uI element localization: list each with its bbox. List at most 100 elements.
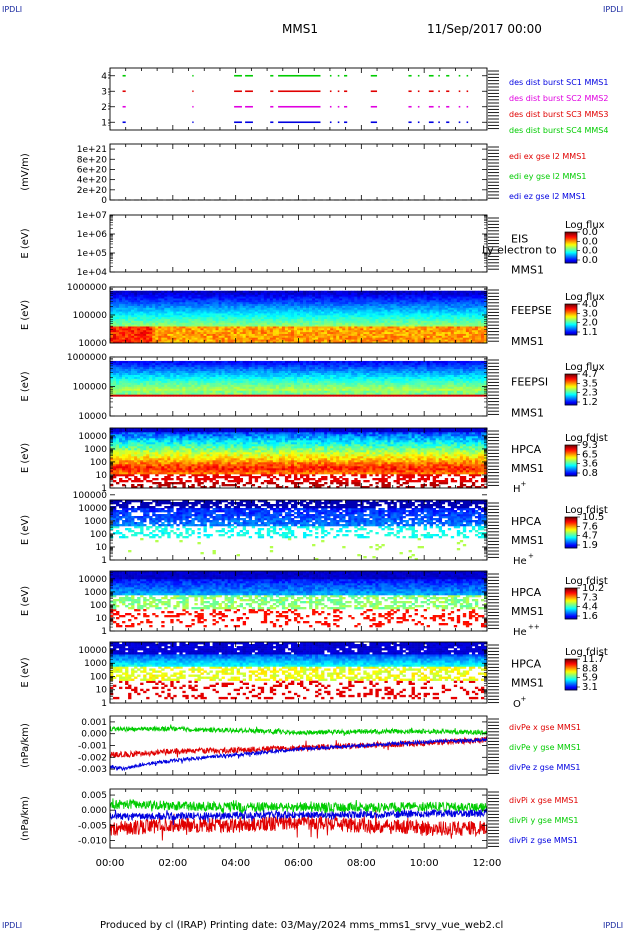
heatmap-cell bbox=[182, 360, 186, 364]
heatmap-cell bbox=[182, 324, 186, 327]
heatmap-cell bbox=[296, 335, 301, 338]
heatmap-cell bbox=[155, 360, 159, 364]
heatmap-cell bbox=[378, 341, 382, 344]
heatmap-cell bbox=[363, 326, 367, 329]
heatmap-cell bbox=[191, 318, 195, 321]
heatmap-cell bbox=[167, 326, 171, 329]
heatmap-cell bbox=[387, 307, 391, 310]
heatmap-cell bbox=[315, 309, 319, 312]
heatmap-cell bbox=[188, 388, 192, 391]
heatmap-cell bbox=[257, 322, 262, 325]
heatmap-cell bbox=[420, 337, 424, 340]
heatmap-cell bbox=[348, 324, 352, 327]
heatmap-cell bbox=[173, 324, 177, 327]
heatmap-cell bbox=[230, 320, 234, 323]
heatmap-cell bbox=[110, 378, 114, 381]
heatmap-cell bbox=[402, 307, 406, 310]
heatmap-cell bbox=[342, 324, 346, 327]
heatmap-cell bbox=[281, 341, 286, 344]
heatmap-cell bbox=[137, 341, 141, 344]
heatmap-cell bbox=[239, 320, 244, 323]
heatmap-cell bbox=[483, 331, 488, 334]
heatmap-cell bbox=[290, 378, 295, 381]
heatmap-cell bbox=[191, 313, 195, 316]
heatmap-cell bbox=[215, 298, 219, 301]
heatmap-cell bbox=[260, 294, 265, 297]
heatmap-cell bbox=[351, 322, 355, 325]
heatmap-cell bbox=[152, 386, 156, 389]
heatmap-cell bbox=[188, 362, 192, 366]
heatmap-cell bbox=[417, 328, 421, 331]
heatmap-cell bbox=[423, 335, 427, 338]
heatmap-cell bbox=[296, 380, 301, 383]
heatmap-cell bbox=[303, 341, 307, 344]
heatmap-cell bbox=[203, 316, 207, 320]
heatmap-cell bbox=[381, 316, 385, 320]
heatmap-cell bbox=[254, 388, 259, 391]
heatmap-cell bbox=[345, 315, 349, 318]
heatmap-cell bbox=[110, 382, 114, 385]
heatmap-cell bbox=[239, 374, 244, 377]
heatmap-cell bbox=[459, 341, 464, 344]
heatmap-cell bbox=[146, 384, 150, 387]
heatmap-cell bbox=[435, 309, 440, 312]
heatmap-cell bbox=[245, 320, 250, 323]
heatmap-cell bbox=[212, 326, 216, 329]
heatmap-cell bbox=[453, 290, 458, 293]
heatmap-cell bbox=[140, 366, 144, 370]
heatmap-cell bbox=[140, 292, 144, 295]
heatmap-cell bbox=[239, 318, 244, 321]
heatmap-cell bbox=[194, 313, 198, 316]
heatmap-cell bbox=[450, 307, 455, 310]
heatmap-cell bbox=[161, 320, 165, 323]
heatmap-cell bbox=[281, 376, 286, 379]
heatmap-cell bbox=[269, 331, 274, 334]
heatmap-cell bbox=[396, 294, 400, 297]
heatmap-cell bbox=[254, 320, 259, 323]
heatmap-cell bbox=[312, 296, 316, 299]
heatmap-cell bbox=[336, 296, 340, 299]
heatmap-cell bbox=[387, 313, 391, 316]
heatmap-cell bbox=[474, 292, 479, 295]
heatmap-cell bbox=[116, 335, 120, 338]
heatmap-cell bbox=[309, 303, 313, 306]
heatmap-cell bbox=[125, 298, 129, 301]
heatmap-cell bbox=[245, 316, 250, 320]
heatmap-cell bbox=[275, 333, 280, 336]
heatmap-cell bbox=[125, 300, 129, 303]
heatmap-cell bbox=[399, 305, 403, 308]
heatmap-cell bbox=[468, 301, 473, 305]
heatmap-cell bbox=[260, 305, 265, 308]
heatmap-cell bbox=[315, 378, 319, 381]
heatmap-cell bbox=[116, 298, 120, 301]
heatmap-cell bbox=[369, 296, 373, 299]
heatmap-cell bbox=[393, 324, 397, 327]
heatmap-cell bbox=[435, 296, 440, 299]
heatmap-cell bbox=[233, 374, 237, 377]
heatmap-cell bbox=[465, 305, 470, 308]
heatmap-cell bbox=[251, 331, 256, 334]
heatmap-cell bbox=[483, 296, 488, 299]
heatmap-cell bbox=[149, 303, 153, 306]
heatmap-cell bbox=[384, 300, 388, 303]
heatmap-cell bbox=[134, 309, 138, 312]
heatmap-cell bbox=[450, 324, 455, 327]
heatmap-cell bbox=[444, 322, 449, 325]
heatmap-cell bbox=[185, 305, 189, 308]
heatmap-cell bbox=[468, 318, 473, 321]
heatmap-cell bbox=[227, 296, 231, 299]
heatmap-cell bbox=[312, 320, 316, 323]
heatmap-cell bbox=[284, 300, 289, 303]
heatmap-cell bbox=[423, 316, 427, 320]
heatmap-cell bbox=[257, 309, 262, 312]
heatmap-cell bbox=[152, 374, 156, 377]
heatmap-cell bbox=[414, 316, 418, 320]
heatmap-cell bbox=[321, 305, 325, 308]
heatmap-cell bbox=[212, 384, 216, 387]
heatmap-cell bbox=[345, 313, 349, 316]
heatmap-cell bbox=[450, 328, 455, 331]
heatmap-cell bbox=[266, 294, 271, 297]
heatmap-cell bbox=[146, 370, 150, 374]
heatmap-cell bbox=[293, 380, 298, 383]
heatmap-cell bbox=[257, 392, 262, 395]
